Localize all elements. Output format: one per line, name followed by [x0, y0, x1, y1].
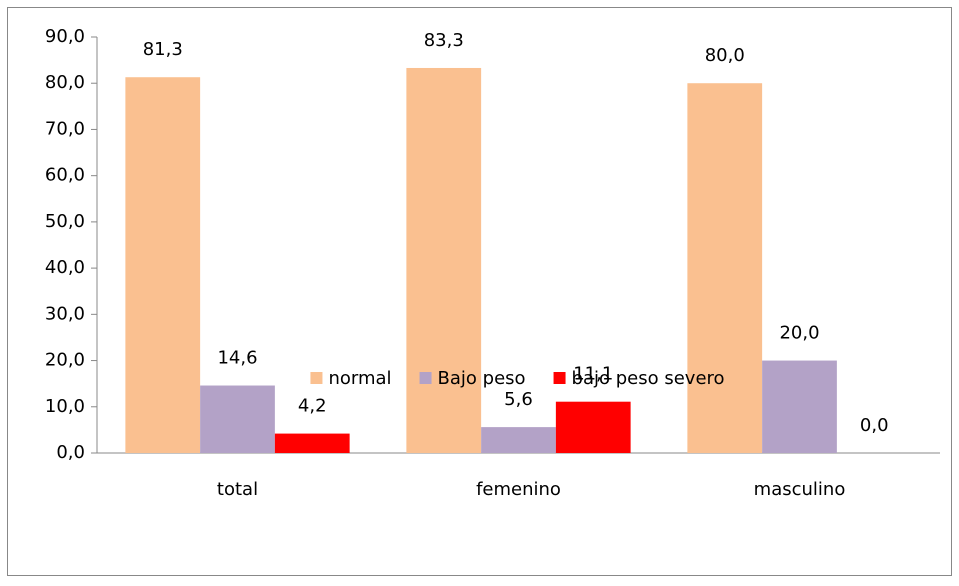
value-label: 81,3	[143, 39, 183, 60]
legend-label: normal	[328, 368, 391, 389]
value-label: 83,3	[424, 30, 464, 51]
value-label: 80,0	[705, 45, 745, 66]
x-tick-label: femenino	[476, 479, 561, 500]
value-label: 5,6	[504, 389, 533, 410]
bar	[125, 77, 201, 454]
y-tick-label: 10,0	[45, 396, 85, 417]
value-label: 14,6	[217, 348, 257, 369]
value-label: 4,2	[298, 396, 327, 417]
x-tick-label: total	[217, 479, 258, 500]
y-tick-label: 90,0	[45, 26, 85, 47]
y-tick-label: 20,0	[45, 350, 85, 371]
legend-swatch	[419, 372, 432, 384]
value-label: 11,1	[573, 364, 613, 385]
legend-label: bajo peso severo	[572, 368, 725, 389]
value-label: 20,0	[779, 323, 819, 344]
y-tick-label: 70,0	[45, 118, 85, 139]
bar	[406, 67, 482, 454]
legend-swatch	[553, 372, 566, 384]
legend-label: Bajo peso	[438, 368, 526, 389]
value-label: 0,0	[860, 415, 889, 436]
bar	[274, 433, 350, 453]
y-tick-label: 80,0	[45, 72, 85, 93]
bar	[481, 427, 556, 453]
y-tick-label: 60,0	[45, 165, 85, 186]
bar	[200, 385, 275, 453]
y-tick-label: 0,0	[56, 442, 85, 463]
legend-swatch	[310, 372, 323, 384]
bar	[762, 360, 837, 453]
bar	[555, 401, 631, 453]
y-tick-label: 50,0	[45, 211, 85, 232]
bar	[687, 83, 763, 453]
y-tick-label: 30,0	[45, 303, 85, 324]
x-tick-label: masculino	[754, 479, 846, 500]
y-tick-label: 40,0	[45, 257, 85, 278]
